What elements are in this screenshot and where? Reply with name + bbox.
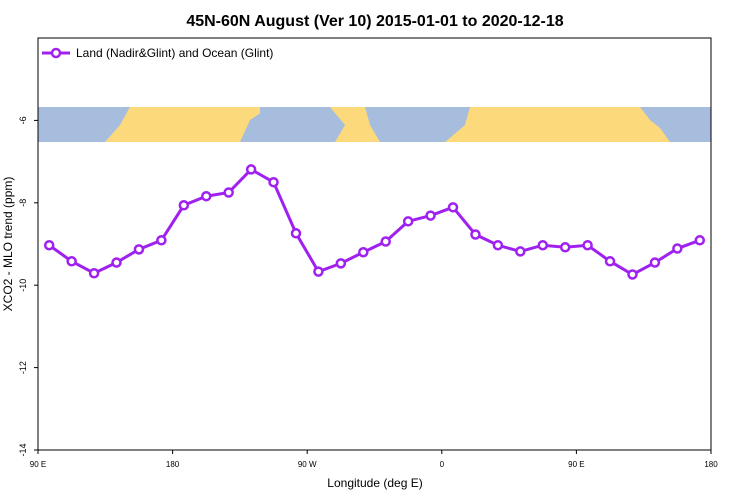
map-ocean	[365, 107, 470, 142]
x-axis-label: Longitude (deg E)	[327, 476, 422, 490]
data-point	[88, 268, 100, 279]
data-point	[537, 239, 548, 251]
data-point	[672, 243, 683, 254]
data-point	[245, 164, 257, 175]
x-tick-label: 0	[440, 460, 445, 469]
data-point	[43, 239, 55, 251]
legend-marker	[50, 47, 62, 59]
y-axis-label: XCO2 - MLO trend (ppm)	[1, 177, 15, 312]
y-tick-label: -6	[18, 116, 28, 124]
data-point	[447, 202, 459, 213]
data-point	[627, 269, 638, 280]
map-ocean	[330, 107, 345, 142]
data-point	[313, 266, 324, 277]
x-tick-label: 180	[704, 460, 718, 469]
map-band	[38, 107, 711, 142]
data-point	[156, 235, 167, 246]
y-tick-label: -10	[18, 279, 28, 292]
data-point	[111, 257, 122, 268]
data-point	[178, 200, 190, 211]
map-ocean	[640, 107, 711, 142]
chart-title: 45N-60N August (Ver 10) 2015-01-01 to 20…	[186, 13, 563, 30]
data-point	[559, 242, 571, 253]
data-point	[402, 216, 414, 227]
x-tick-label: 90 E	[30, 460, 46, 469]
data-point	[604, 256, 616, 267]
data-point	[425, 210, 436, 221]
data-point	[201, 190, 212, 202]
data-point	[66, 256, 77, 267]
data-point	[694, 235, 706, 246]
x-tick-label: 180	[166, 460, 180, 469]
data-point	[133, 244, 145, 255]
x-tick-label: 90 E	[568, 460, 584, 469]
data-point	[380, 236, 391, 247]
data-point	[223, 187, 234, 198]
data-point	[268, 176, 279, 188]
data-point	[358, 246, 369, 258]
data-point	[335, 258, 347, 269]
data-point	[470, 229, 481, 240]
y-tick-label: -14	[18, 443, 28, 456]
map-ocean	[86, 107, 130, 142]
x-tick-label: 90 W	[298, 460, 317, 469]
data-point	[492, 239, 504, 251]
legend-label: Land (Nadir&Glint) and Ocean (Glint)	[76, 46, 273, 60]
y-tick-label: -12	[18, 361, 28, 374]
y-tick-label: -8	[18, 199, 28, 207]
data-point	[582, 239, 593, 251]
map-ocean	[38, 107, 86, 142]
data-point	[290, 228, 302, 239]
data-point	[649, 257, 661, 268]
map-ocean	[240, 107, 300, 142]
series-line	[48, 167, 701, 277]
data-point	[515, 246, 526, 257]
plot-frame	[37, 37, 712, 451]
